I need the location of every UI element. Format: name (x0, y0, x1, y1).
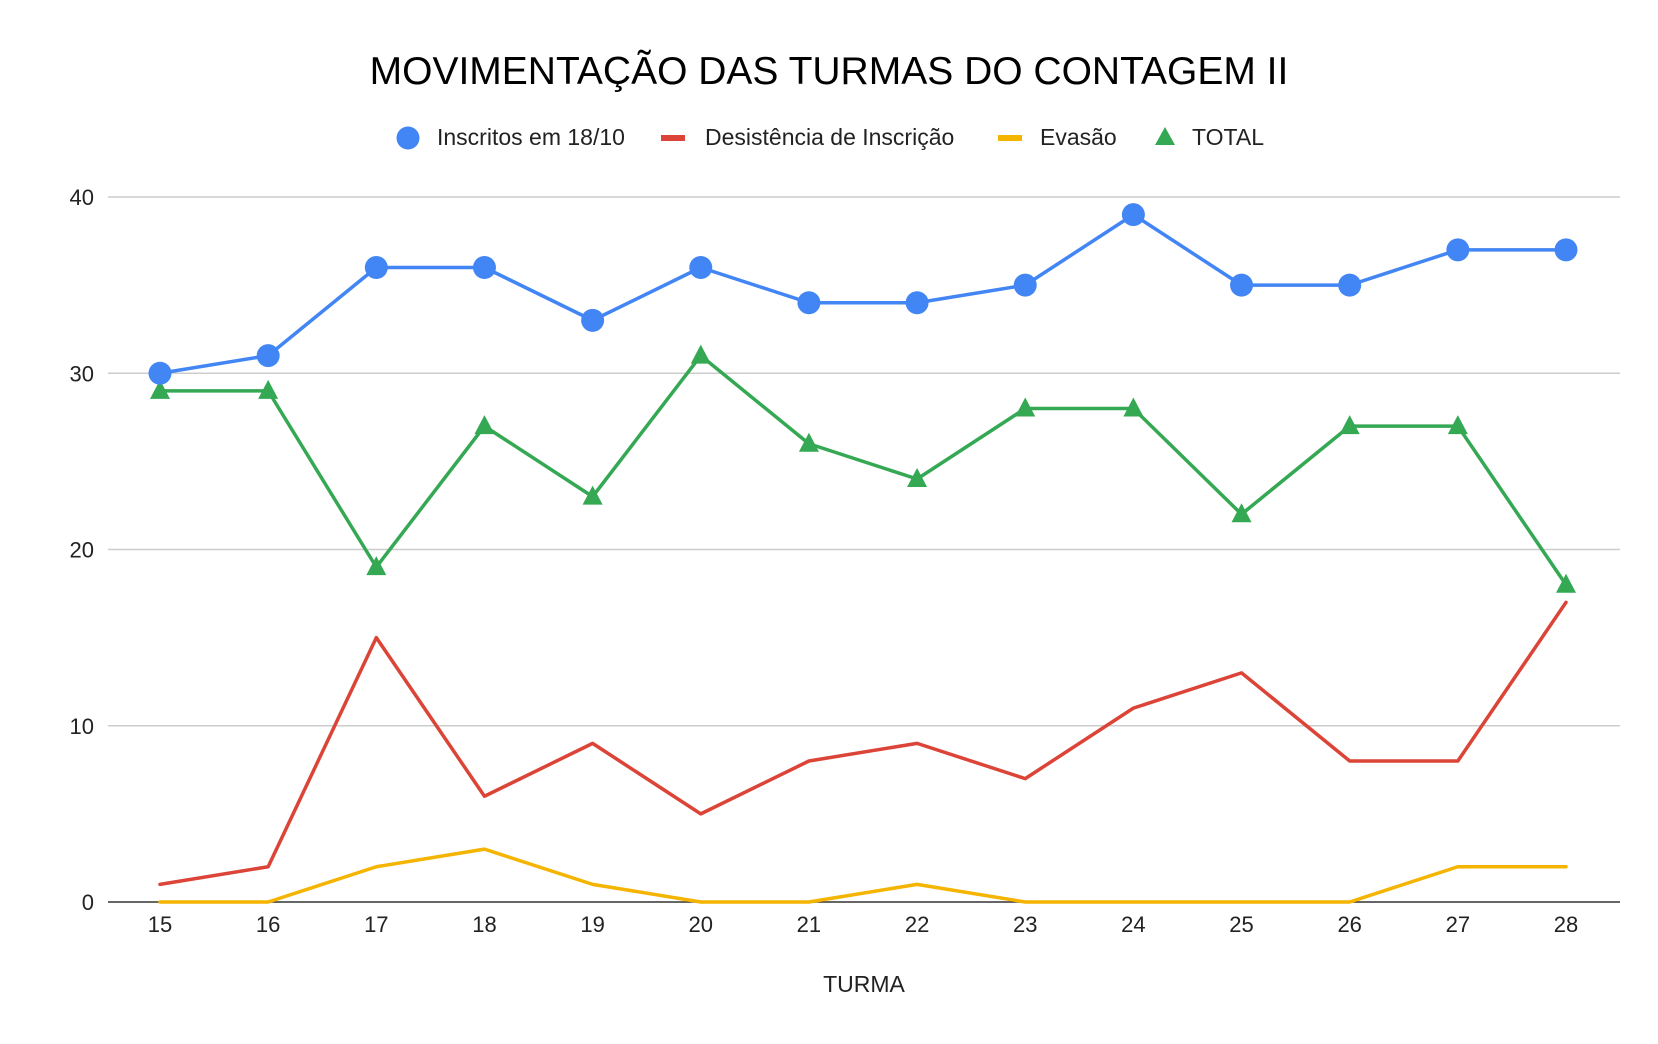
x-tick-label: 28 (1554, 912, 1578, 937)
legend-label: Inscritos em 18/10 (437, 124, 625, 150)
data-point (1230, 273, 1254, 297)
data-point (256, 344, 280, 368)
data-point (1556, 573, 1576, 593)
data-point (1554, 238, 1578, 262)
data-point (907, 468, 928, 487)
data-point (689, 256, 713, 279)
data-point (474, 415, 495, 435)
data-point (1338, 273, 1362, 297)
gridlines (108, 196, 1620, 727)
data-point (1231, 503, 1252, 523)
x-tick-label: 18 (472, 912, 496, 937)
legend: Inscritos em 18/10 Desistência de Inscriç… (396, 124, 1264, 150)
y-tick-label: 10 (70, 714, 94, 739)
x-axis-title: TURMA (823, 971, 905, 997)
data-point (1446, 238, 1470, 262)
x-tick-label: 27 (1446, 912, 1470, 937)
x-axis-ticks: 15 16 17 18 19 20 21 22 23 24 25 26 27 28 (148, 912, 1578, 937)
legend-label: TOTAL (1192, 124, 1264, 150)
x-tick-label: 22 (905, 912, 929, 937)
data-point (690, 344, 711, 364)
series-line-1 (158, 600, 1568, 887)
legend-marker-line (661, 135, 685, 141)
legend-marker-circle (396, 126, 420, 150)
y-tick-label: 20 (70, 538, 94, 563)
y-tick-label: 40 (70, 185, 94, 210)
data-point (258, 379, 279, 399)
legend-label: Desistência de Inscrição (705, 124, 954, 150)
data-point (366, 556, 387, 576)
y-tick-label: 30 (70, 361, 94, 386)
x-tick-label: 15 (148, 912, 172, 937)
data-point (1339, 415, 1360, 435)
series-line-2 (158, 847, 1568, 904)
data-point (798, 432, 819, 452)
data-point (1123, 397, 1144, 417)
data-point (905, 291, 929, 315)
legend-marker-line (998, 135, 1022, 141)
series-group (148, 203, 1578, 904)
data-point (582, 485, 603, 505)
data-point (364, 256, 388, 279)
y-axis-ticks: 0 10 20 30 40 (70, 185, 94, 915)
x-tick-label: 23 (1013, 912, 1037, 937)
data-point (1013, 273, 1037, 297)
x-tick-label: 21 (797, 912, 821, 937)
series-line-0 (158, 212, 1568, 375)
data-point (150, 379, 170, 399)
data-point (1447, 415, 1468, 435)
chart-title: MOVIMENTAÇÃO DAS TURMAS DO CONTAGEM II (370, 50, 1289, 93)
legend-label: Evasão (1040, 124, 1117, 150)
x-tick-label: 17 (364, 912, 388, 937)
data-point (797, 291, 821, 315)
data-point (148, 361, 172, 385)
y-tick-label: 0 (82, 890, 94, 915)
data-point (1015, 397, 1036, 417)
x-tick-label: 20 (689, 912, 713, 937)
series-line-3 (158, 353, 1568, 587)
data-point (472, 256, 496, 279)
legend-marker-triangle (1155, 127, 1175, 145)
x-tick-label: 16 (256, 912, 280, 937)
x-tick-label: 26 (1337, 912, 1361, 937)
x-tick-label: 24 (1121, 912, 1145, 937)
x-tick-label: 19 (580, 912, 604, 937)
data-point (1121, 203, 1145, 227)
data-point (581, 308, 605, 332)
x-tick-label: 25 (1229, 912, 1253, 937)
